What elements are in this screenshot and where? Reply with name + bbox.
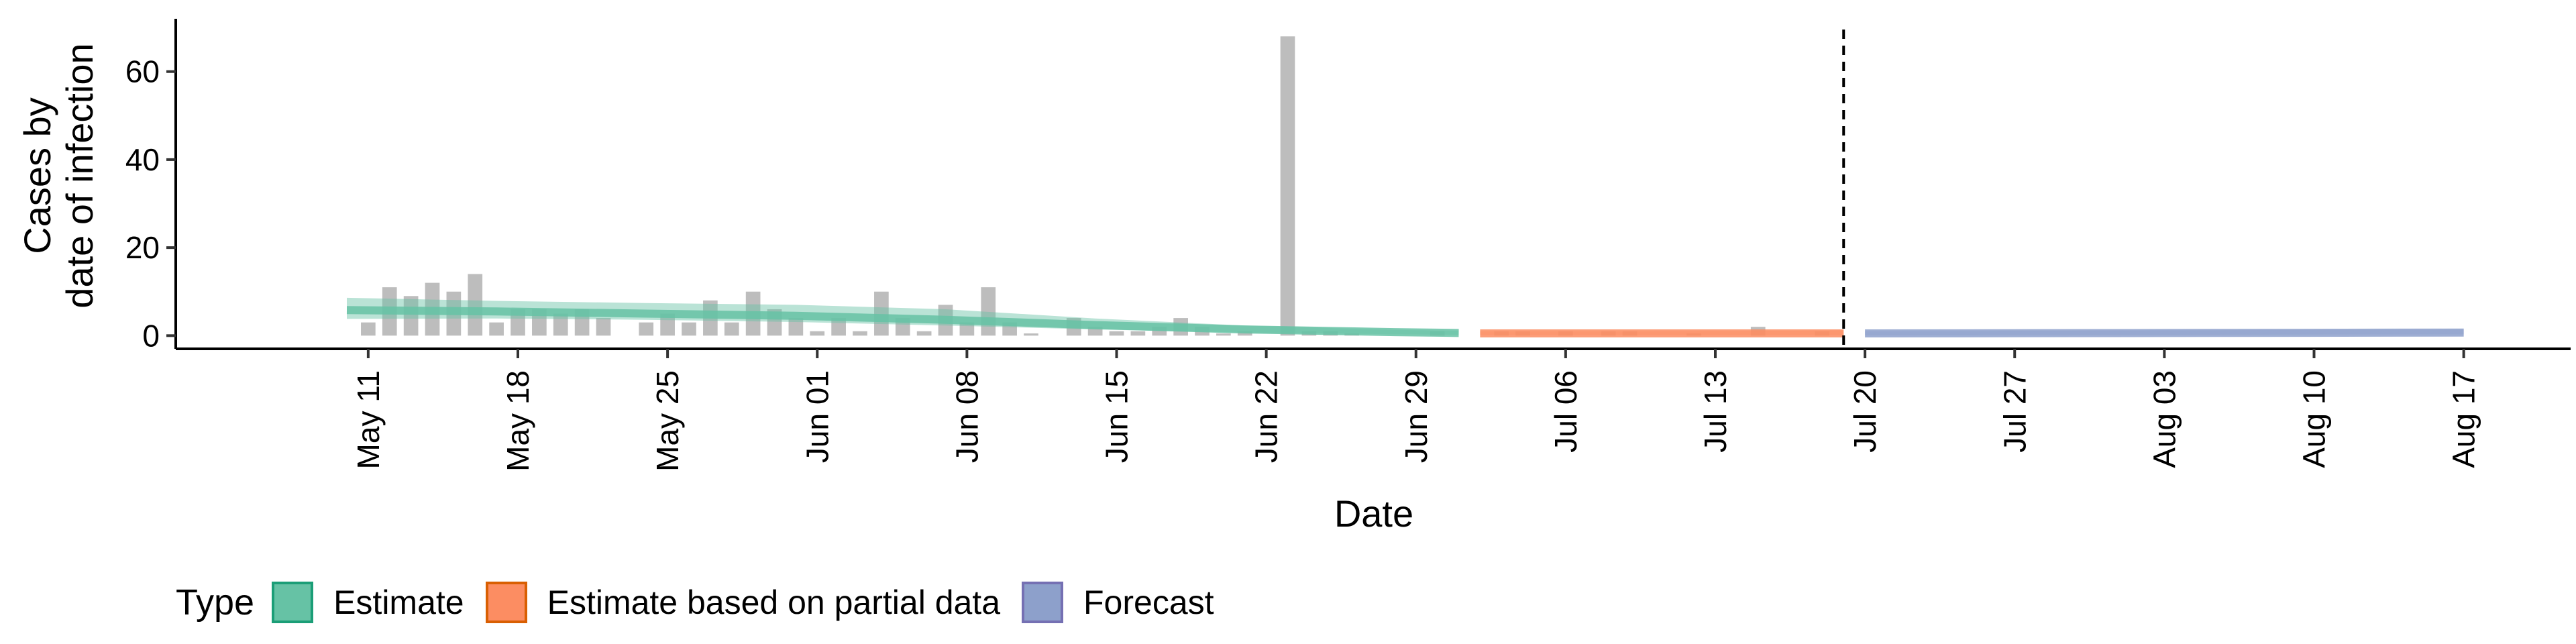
- reported-cases-bar: [1281, 36, 1295, 335]
- y-tick-label: 20: [125, 230, 160, 265]
- x-tick-label: May 25: [650, 370, 685, 472]
- x-tick-label: Jun 15: [1099, 370, 1134, 463]
- x-tick-label: Jul 06: [1548, 370, 1583, 453]
- y-tick-label: 0: [142, 318, 160, 353]
- legend-key-estimate: [272, 582, 313, 623]
- reported-cases-bar: [1110, 331, 1124, 336]
- x-tick-label: May 18: [500, 370, 535, 472]
- reported-cases-bar: [853, 331, 867, 336]
- legend-item-partial: Estimate based on partial data: [486, 582, 1000, 623]
- x-axis-title: Date: [1334, 492, 1413, 535]
- reported-cases-bar: [1216, 333, 1231, 335]
- x-tick-label: Jul 27: [1997, 370, 2032, 453]
- reported-cases-bar: [682, 323, 696, 336]
- plot-area: 0 20 40 60 May 11 May 18 May 25 Jun 01 Jun 08 Jun…: [125, 19, 2571, 472]
- reported-cases-bar: [981, 287, 996, 335]
- reported-cases-bar: [596, 318, 611, 335]
- x-tick-label: Jun 08: [949, 370, 984, 463]
- legend-key-partial: [486, 582, 527, 623]
- legend: Type Estimate Estimate based on partial …: [176, 576, 1236, 629]
- x-tick-label: Jun 29: [1399, 370, 1434, 463]
- x-tick-label: Aug 17: [2447, 370, 2481, 468]
- reported-cases-bar: [917, 331, 932, 336]
- x-tick-label: Jun 22: [1249, 370, 1284, 463]
- reported-cases-bar: [489, 323, 504, 336]
- legend-title: Type: [176, 582, 254, 623]
- y-axis-title-line-1: Cases by: [16, 97, 58, 254]
- legend-label-forecast: Forecast: [1083, 583, 1214, 622]
- legend-item-forecast: Forecast: [1022, 582, 1214, 623]
- reported-cases-bar: [1024, 333, 1038, 335]
- x-tick-label: May 11: [351, 370, 386, 469]
- legend-label-estimate: Estimate: [333, 583, 464, 622]
- y-tick-label: 40: [125, 142, 160, 177]
- x-tick-label: Aug 10: [2297, 370, 2332, 468]
- legend-item-estimate: Estimate: [272, 582, 464, 623]
- x-tick-label: Jul 20: [1847, 370, 1882, 453]
- legend-key-forecast: [1022, 582, 1063, 623]
- reported-cases-bar: [639, 323, 653, 336]
- y-axis-title: Cases by date of infection: [16, 43, 101, 308]
- reported-cases-bar: [361, 323, 376, 336]
- reported-cases-bar: [1131, 331, 1146, 336]
- reported-cases-bar: [810, 331, 824, 336]
- y-axis-title-line-2: date of infection: [58, 43, 101, 308]
- legend-label-partial: Estimate based on partial data: [547, 583, 1000, 622]
- reported-cases-bar: [724, 323, 739, 336]
- y-tick-label: 60: [125, 54, 160, 89]
- x-tick-label: Aug 03: [2147, 370, 2182, 468]
- x-tick-label: Jun 01: [800, 370, 835, 463]
- x-tick-label: Jul 13: [1698, 370, 1733, 453]
